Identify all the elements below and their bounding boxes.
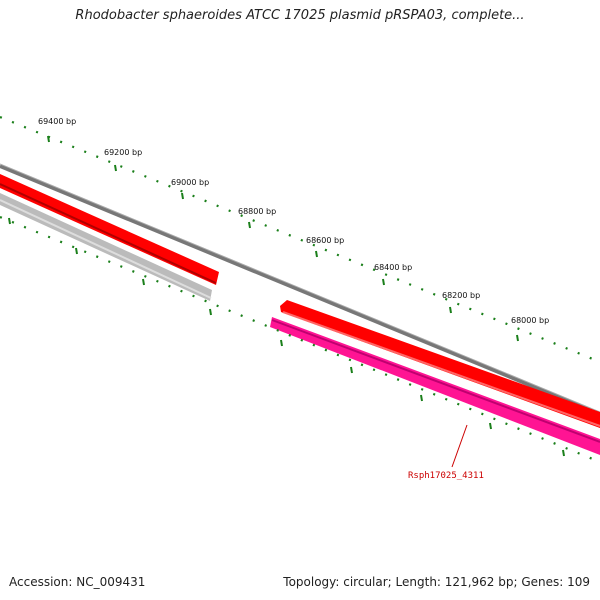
backbone-line — [0, 164, 600, 416]
ruler-label: 69400 bp — [38, 117, 76, 126]
cds-reverse-pink-edge — [271, 319, 600, 443]
map-title: Rhodobacter sphaeroides ATCC 17025 plasm… — [75, 8, 525, 23]
topology-summary: Topology: circular; Length: 121,962 bp; … — [283, 575, 590, 589]
cds-forward-right-edge — [282, 311, 600, 427]
outer-ruler-major-ticks — [47, 135, 519, 342]
gene-label[interactable]: Rsph17025_4311 — [408, 471, 484, 481]
accession-text: Accession: NC_009431 — [9, 575, 146, 589]
backbone-highlight — [0, 163, 600, 413]
cds-reverse-gray-edge — [0, 199, 212, 299]
cds-reverse-pink[interactable] — [270, 317, 600, 455]
ruler-label: 68600 bp — [306, 236, 344, 245]
ruler-label: 69200 bp — [104, 148, 142, 157]
cds-forward-right — [280, 300, 600, 428]
cds-forward-left-edge — [0, 183, 217, 284]
ruler-label: 68800 bp — [238, 207, 276, 216]
gene-label-leader — [451, 424, 468, 468]
ruler-label: 68000 bp — [511, 316, 549, 325]
inner-ruler — [0, 215, 600, 464]
ruler-label: 69000 bp — [171, 178, 209, 187]
inner-ruler-dots — [0, 215, 600, 464]
inner-ruler-major-ticks — [8, 217, 565, 457]
ruler-labels: 69400 bp 69200 bp 69000 bp 68800 bp 6860… — [38, 117, 549, 325]
outer-ruler — [0, 115, 600, 364]
ruler-label: 68400 bp — [374, 263, 412, 272]
ruler-label: 68200 bp — [442, 291, 480, 300]
cds-forward-left — [0, 174, 219, 285]
